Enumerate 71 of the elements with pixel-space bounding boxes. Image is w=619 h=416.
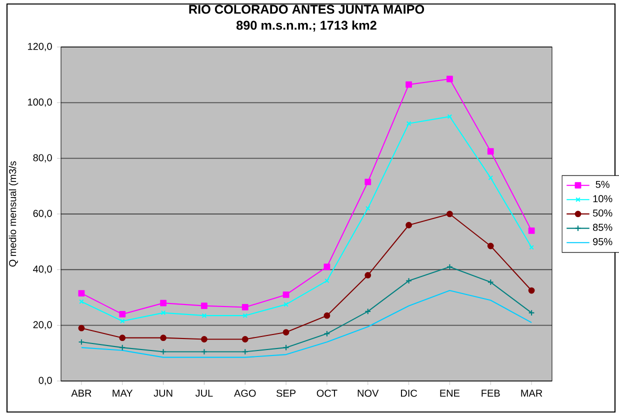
y-tick-label: 40,0 <box>33 266 52 274</box>
point <box>364 308 372 315</box>
point <box>324 330 330 337</box>
point <box>78 290 85 297</box>
point <box>528 287 535 294</box>
point <box>406 121 412 126</box>
point <box>324 264 330 270</box>
point <box>282 329 290 336</box>
point <box>365 206 370 211</box>
point <box>487 278 494 286</box>
y-axis-title: Q medio mensual (m3/s <box>8 161 18 267</box>
y-tick-label: 80,0 <box>33 154 52 162</box>
point <box>242 313 248 318</box>
point <box>282 344 290 351</box>
point <box>282 292 290 298</box>
point <box>487 242 494 250</box>
x-tick-label: MAY <box>112 390 133 397</box>
point <box>201 336 208 342</box>
x-tick-label: FEB <box>482 390 500 397</box>
point <box>488 175 494 180</box>
point <box>160 334 166 342</box>
point <box>406 278 412 284</box>
legend-label: 10% <box>593 195 612 202</box>
x-tick-label: OCT <box>316 390 338 397</box>
point <box>446 76 453 82</box>
legend-label: 95% <box>593 238 612 246</box>
x-tick-label: JUN <box>154 390 172 397</box>
point <box>78 324 85 332</box>
point <box>447 114 452 119</box>
point <box>406 222 412 228</box>
y-tick-label: 60,0 <box>33 210 52 218</box>
x-tick-label: ENE <box>440 390 460 397</box>
point <box>119 334 126 342</box>
x-tick-label: AGO <box>234 390 256 397</box>
y-tick-label: 100,0 <box>28 98 52 107</box>
point <box>324 312 330 319</box>
point <box>242 336 248 342</box>
point <box>446 264 453 270</box>
point <box>406 81 412 88</box>
point <box>284 302 288 307</box>
legend-label: 5% <box>596 180 610 188</box>
point <box>446 210 453 218</box>
point <box>160 300 166 306</box>
point <box>202 313 207 318</box>
x-tick-label: NOV <box>358 390 379 397</box>
y-tick-label: 0,0 <box>38 376 52 386</box>
point <box>120 318 125 324</box>
point <box>242 304 248 310</box>
legend-label: 50% <box>592 209 612 217</box>
point <box>487 148 494 155</box>
point <box>528 227 535 234</box>
y-tick-label: 20,0 <box>33 321 52 330</box>
point <box>201 302 208 310</box>
y-tick-label: 120,0 <box>28 42 52 52</box>
chart-title: RIO COLORADO ANTES JUNTA MAIPO <box>189 4 424 14</box>
point <box>364 272 372 278</box>
point <box>242 348 248 355</box>
point <box>324 278 330 284</box>
x-tick-label: MAR <box>521 390 542 397</box>
chart-subtitle: 890 m.s.n.m.; 1713 km2 <box>236 20 376 32</box>
point <box>364 178 372 186</box>
point <box>160 348 166 355</box>
legend-label: 85% <box>593 224 612 231</box>
point <box>201 348 208 355</box>
point <box>160 310 166 316</box>
point <box>119 344 126 351</box>
x-tick-label: DIC <box>400 390 418 397</box>
x-tick-label: ABR <box>71 390 92 397</box>
point <box>119 310 126 318</box>
x-tick-label: SEP <box>276 390 296 397</box>
x-tick-label: JUL <box>195 390 213 397</box>
